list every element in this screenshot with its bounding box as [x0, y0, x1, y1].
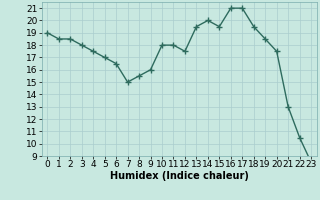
X-axis label: Humidex (Indice chaleur): Humidex (Indice chaleur) [110, 171, 249, 181]
